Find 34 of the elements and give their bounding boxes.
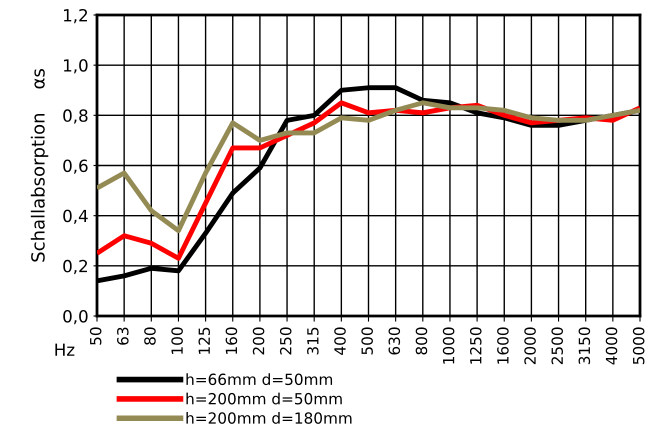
legend-label: h=200mm d=50mm <box>186 392 342 404</box>
x-tick-label: 400 <box>334 327 346 355</box>
x-tick-label: 315 <box>307 328 319 354</box>
x-tick-label: 160 <box>226 327 238 354</box>
x-tick-label: 1000 <box>442 327 454 364</box>
x-tick-label: 800 <box>416 327 428 355</box>
y-tick-label: 0,2 <box>63 260 87 274</box>
y-tick-label: 0,0 <box>63 310 88 324</box>
x-tick-label: 5000 <box>632 327 644 364</box>
y-tick-label: 1,0 <box>64 59 88 74</box>
x-tick-label: 500 <box>361 327 373 354</box>
legend-label: h=200mm d=180mm <box>186 412 352 424</box>
y-tick-label: 0,8 <box>63 109 88 124</box>
x-tick-label: 1250 <box>470 327 482 364</box>
x-tick-label: 2500 <box>551 327 563 364</box>
line-series <box>97 100 640 234</box>
x-tick-label: 80 <box>144 327 156 345</box>
x-tick-label: 200 <box>252 327 264 354</box>
x-tick-label: 250 <box>280 327 292 354</box>
x-tick-label: 100 <box>171 327 183 354</box>
y-tick-label: 1,2 <box>64 8 87 24</box>
x-tick-label: 3150 <box>578 327 590 364</box>
x-tick-label: 630 <box>388 327 400 355</box>
y-tick-label: 0,4 <box>63 210 88 224</box>
x-tick-label: 1600 <box>497 327 509 364</box>
legend-label: h=66mm d=50mm <box>186 373 332 386</box>
x-tick-label: 4000 <box>606 327 618 365</box>
x-tick-label: 50 <box>90 327 102 345</box>
x-tick-label: 63 <box>117 328 129 345</box>
x-tick-label: 125 <box>198 328 210 354</box>
x-axis-title: Hz <box>55 344 74 356</box>
y-axis-title: Schallabsorption αs <box>30 69 48 262</box>
x-tick-label: 2000 <box>524 327 536 364</box>
y-tick-label: 0,6 <box>63 159 88 174</box>
